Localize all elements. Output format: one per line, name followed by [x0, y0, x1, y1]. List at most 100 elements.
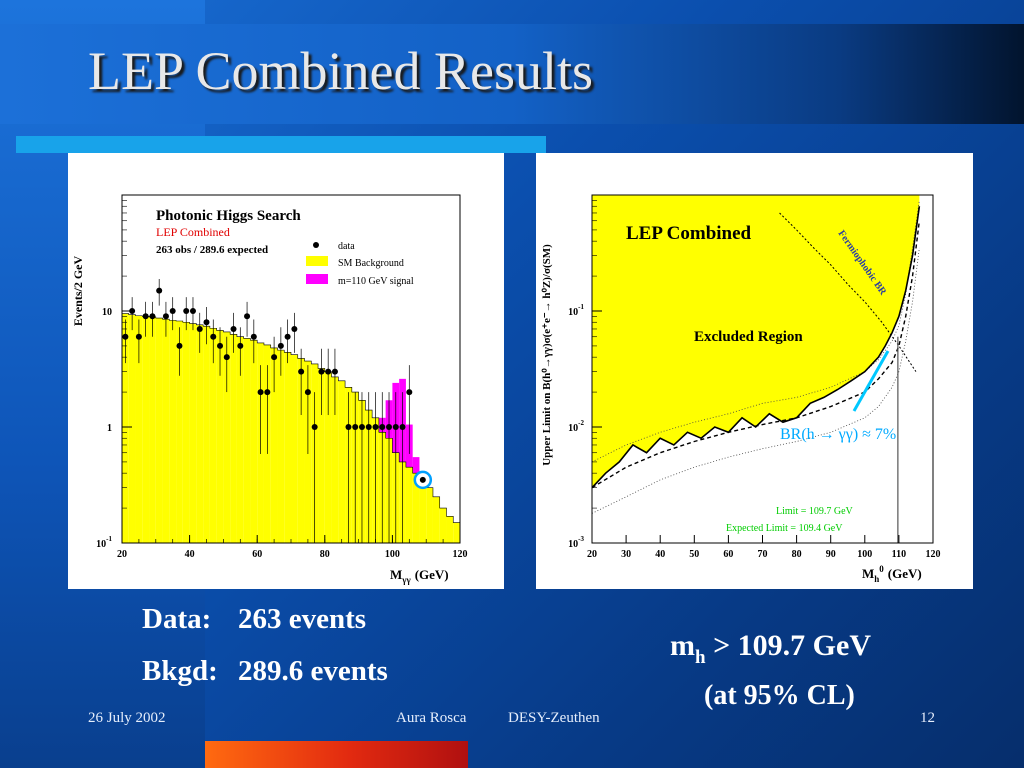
data-point — [169, 308, 176, 314]
data-point — [331, 368, 338, 375]
background-bar — [419, 479, 427, 543]
y-tick-label: 10 — [102, 307, 112, 318]
data-point — [386, 424, 393, 430]
footer-institute: DESY-Zeuthen — [508, 710, 600, 726]
x-tick-label: 70 — [758, 549, 768, 560]
data-point — [223, 354, 230, 361]
legend-marker — [313, 242, 319, 248]
background-bar — [243, 338, 251, 543]
data-point — [237, 342, 244, 349]
mass-subscript: h — [695, 647, 706, 668]
data-point — [392, 424, 399, 430]
y-tick-label: 10-3 — [568, 535, 584, 550]
data-point — [257, 389, 264, 396]
br-label: BR(h → γγ) ≈ 7% — [780, 426, 896, 443]
data-point — [345, 424, 352, 430]
background-bar — [439, 508, 447, 543]
background-bar — [142, 316, 150, 543]
background-bar — [236, 336, 244, 543]
fermiophobic-curve — [779, 212, 917, 372]
x-tick-label: 20 — [117, 549, 127, 560]
excluded-region-label: Excluded Region — [694, 329, 803, 345]
legend-label: SM Background — [338, 258, 404, 269]
x-tick-label: 120 — [453, 549, 468, 560]
background-bar — [189, 323, 197, 543]
legend-label: m=110 GeV signal — [338, 276, 414, 287]
limit-label: Limit = 109.7 GeV — [776, 506, 854, 517]
footer-author: Aura Rosca — [396, 710, 467, 726]
x-tick-label: 40 — [185, 549, 195, 560]
x-tick-label: 80 — [320, 549, 330, 560]
expected-curve — [591, 220, 921, 489]
background-bar — [149, 316, 156, 543]
photonic-higgs-histogram: Photonic Higgs Search LEP Combined 263 o… — [68, 153, 504, 589]
background-bar — [297, 358, 305, 543]
background-bar — [196, 324, 204, 543]
x-tick-label: 100 — [385, 549, 400, 560]
chart-legend: data SM Background m=110 GeV signal — [306, 241, 414, 287]
data-point — [142, 313, 149, 320]
data-point — [372, 424, 379, 430]
data-point — [250, 333, 257, 340]
x-tick-label: 120 — [926, 549, 941, 560]
data-point — [284, 333, 291, 340]
data-point — [129, 308, 136, 314]
expected-limit-label: Expected Limit = 109.4 GeV — [726, 523, 843, 534]
background-bar — [169, 320, 177, 543]
background-bar — [331, 376, 339, 543]
excluded-region — [592, 195, 920, 488]
data-point — [304, 389, 311, 396]
data-point — [217, 342, 224, 349]
data-point — [271, 354, 278, 361]
background-bar — [155, 318, 163, 543]
data-point — [291, 325, 298, 332]
data-label: Data: — [142, 603, 212, 635]
background-bar — [176, 320, 183, 543]
data-point — [406, 389, 413, 396]
mass-symbol: m — [670, 629, 695, 662]
band-line — [591, 247, 920, 514]
limit-curves — [591, 195, 921, 543]
x-tick-label: 20 — [587, 549, 597, 560]
background-bar — [412, 473, 420, 543]
slide-title: LEP Combined Results — [88, 41, 594, 101]
x-tick-label: 60 — [723, 549, 733, 560]
data-point — [196, 325, 203, 332]
data-point — [399, 424, 406, 430]
x-tick-label: 50 — [689, 549, 699, 560]
data-point — [210, 333, 217, 340]
x-tick-label: 110 — [892, 549, 906, 560]
highlight-point — [419, 476, 426, 483]
footer-page-number: 12 — [920, 710, 935, 726]
x-axis-label: Mγγ (GeV) — [390, 567, 449, 585]
data-point — [325, 368, 332, 375]
background-bar — [203, 326, 210, 543]
y-tick-label: 1 — [107, 423, 112, 434]
x-tick-label: 80 — [792, 549, 802, 560]
data-point — [352, 424, 359, 430]
x-tick-label: 100 — [857, 549, 872, 560]
background-bar — [277, 350, 285, 543]
background-bar — [284, 352, 291, 543]
y-tick-label: 10-1 — [96, 535, 112, 550]
data-point — [203, 319, 210, 326]
cl-note: (at 95% CL) — [704, 680, 855, 711]
y-axis-label: Upper Limit on B(h⁰→γγ)σ(e⁺e⁻→ h⁰Z)/σ(SM… — [541, 244, 553, 466]
background-bar — [216, 330, 224, 543]
title-band — [0, 24, 1024, 124]
background-bar — [338, 380, 346, 543]
background-bar — [135, 315, 143, 543]
chart-subtitle: LEP Combined — [156, 225, 230, 239]
data-point — [365, 424, 372, 430]
data-point — [183, 308, 190, 314]
upper-limit-plot: LEP Combined Excluded Region Fermiophobi… — [536, 153, 973, 589]
bkgd-value: 289.6 events — [238, 655, 388, 687]
data-point — [277, 342, 284, 349]
mass-relation: > 109.7 GeV — [705, 629, 871, 662]
data-point — [318, 368, 325, 375]
background-bar — [291, 354, 298, 543]
background-bar — [209, 328, 217, 543]
data-point — [176, 342, 183, 349]
data-point — [264, 389, 271, 396]
legend-swatch — [306, 256, 328, 266]
